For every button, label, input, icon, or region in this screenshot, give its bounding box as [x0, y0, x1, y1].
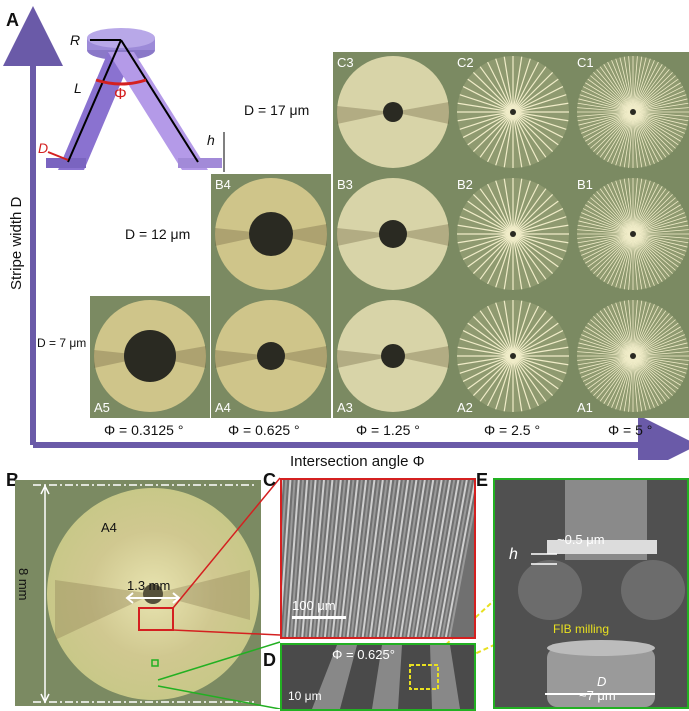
panel-e-width: ~7 μm [579, 688, 616, 703]
panel-b-image: A4 8 mm 1.3 mm [15, 480, 261, 706]
sample-tile-a3: A3 [333, 296, 453, 418]
sample-tile-a5: A5 [90, 296, 210, 418]
schematic-r-label: R [70, 32, 81, 48]
sample-tile-b3: B3 [333, 174, 453, 296]
panel-d-scale: 10 μm [288, 689, 322, 703]
tile-label-c1: C1 [577, 55, 594, 70]
sample-tile-c2: C2 [453, 52, 573, 174]
schematic-l-label: L [74, 80, 82, 96]
y-axis-label: Stripe width D [8, 196, 25, 290]
panel-e-h: h [509, 546, 518, 563]
tile-label-c3: C3 [337, 55, 354, 70]
tile-label-b3: B3 [337, 177, 353, 192]
row-label-d12: D = 12 μm [125, 226, 191, 242]
panel-b-sample: A4 [101, 520, 117, 535]
panel-e-d: D [597, 674, 607, 689]
sample-tile-b2: B2 [453, 174, 573, 296]
panel-label-c: C [263, 470, 276, 490]
col-label-4: Φ = 2.5 ° [484, 422, 541, 438]
panel-a-axes [2, 6, 689, 460]
panel-e-image: ~0.5 μm h FIB milling D ~7 μm [493, 478, 689, 709]
sample-tile-a4: A4 [211, 296, 331, 418]
panel-c-scale-bar [292, 616, 346, 619]
sample-tile-a1: A1 [573, 296, 689, 418]
v-stripe-schematic [46, 28, 225, 172]
tile-label-a1: A1 [577, 400, 593, 415]
tile-label-a4: A4 [215, 400, 231, 415]
panel-label-d: D [263, 650, 276, 670]
sample-tile-c3: C3 [333, 52, 453, 174]
tile-label-a3: A3 [337, 400, 353, 415]
tile-label-b2: B2 [457, 177, 473, 192]
panel-label-e: E [476, 470, 489, 490]
panel-e-fib: FIB milling [553, 622, 610, 636]
panel-d-angle: Φ = 0.625° [332, 647, 395, 662]
col-label-5: Φ = 5 ° [608, 422, 653, 438]
sample-tile-c1: C1 [573, 52, 689, 174]
tile-label-a5: A5 [94, 400, 110, 415]
row-label-d17: D = 17 μm [244, 102, 310, 118]
panel-e-thickness: ~0.5 μm [557, 532, 605, 547]
sample-tile-a2: A2 [453, 296, 573, 418]
panel-c-scale: 100 μm [292, 598, 336, 613]
sample-tile-b4: B4 [211, 174, 331, 296]
tile-label-b1: B1 [577, 177, 593, 192]
tile-label-c2: C2 [457, 55, 474, 70]
schematic-h-label: h [207, 132, 215, 148]
row-label-d7: D = 7 μm [37, 336, 87, 350]
schematic-phi-label: Φ [114, 86, 127, 103]
col-label-3: Φ = 1.25 ° [356, 422, 420, 438]
col-label-1: Φ = 0.3125 ° [104, 422, 184, 438]
tile-label-a2: A2 [457, 400, 473, 415]
sample-tile-b1: B1 [573, 174, 689, 296]
panel-b-hole: 1.3 mm [127, 578, 171, 593]
panel-d-image: Φ = 0.625° 10 μm [280, 643, 476, 711]
tile-label-b4: B4 [215, 177, 231, 192]
schematic-d-label: D [38, 140, 49, 156]
x-axis-label: Intersection angle Φ [290, 453, 425, 470]
col-label-2: Φ = 0.625 ° [228, 422, 300, 438]
panel-label-a: A [6, 10, 19, 30]
panel-c-image: 100 μm [280, 478, 476, 639]
